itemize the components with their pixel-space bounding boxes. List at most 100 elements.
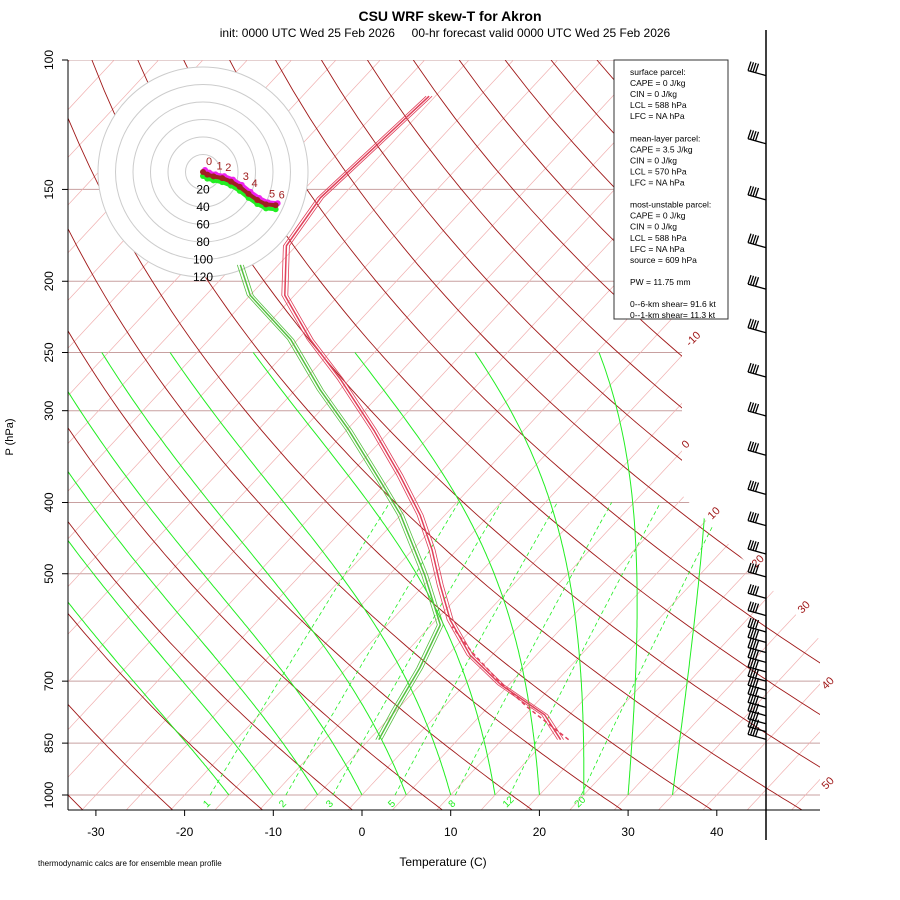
- mixing-ratio-line: [394, 502, 558, 796]
- wind-barb-flag: [747, 562, 752, 573]
- isotherm-line: [435, 60, 820, 810]
- wind-barb-flag: [749, 618, 755, 628]
- wind-barb-flag: [754, 364, 760, 375]
- mixing-ratio-line: [209, 502, 391, 796]
- wind-barb-flag: [747, 233, 752, 243]
- wind-barb-flag: [754, 541, 760, 552]
- x-tick-label: 10: [444, 825, 458, 839]
- wind-barb-flag: [752, 319, 757, 330]
- isotherm-line: [214, 60, 820, 810]
- isotherm-line: [68, 60, 647, 810]
- chart-subtitle: init: 0000 UTC Wed 25 Feb 2026 00-hr for…: [220, 26, 671, 40]
- hodograph-ring-label: 120: [193, 270, 213, 284]
- wind-barb-flag: [752, 187, 757, 197]
- wind-barb-flag: [754, 640, 760, 650]
- hodograph-point: [228, 178, 234, 185]
- wind-barb-flag: [752, 585, 757, 595]
- isotherm-line: [68, 60, 514, 810]
- hodograph-point: [204, 171, 211, 178]
- wind-barb-flag: [749, 402, 755, 412]
- dry-adiabat-line: [68, 60, 714, 810]
- wind-barb-flag: [754, 564, 760, 575]
- wind-barb-flag: [747, 185, 752, 196]
- dewpoint-ensemble-member: [236, 264, 438, 740]
- wind-barb-flag: [747, 717, 752, 727]
- wind-barb-flag: [754, 678, 760, 688]
- dry-adiabat-line: [91, 60, 804, 810]
- wind-barb-flag: [749, 602, 755, 612]
- stats-line: LFC = NA hPa: [630, 178, 685, 188]
- wind-barb-flag: [747, 701, 752, 711]
- hodograph-ring: [115, 84, 291, 260]
- y-tick-label: 100: [42, 50, 56, 70]
- x-axis-label: Temperature (C): [399, 855, 486, 869]
- dry-adiabat-line: [183, 60, 820, 810]
- wind-barb-flag: [747, 480, 752, 490]
- wind-barb-flag: [754, 695, 760, 705]
- wind-barb-flag: [752, 276, 757, 286]
- wind-barb-flag: [754, 686, 760, 697]
- wind-barb-flag: [754, 63, 760, 73]
- stats-line: source = 609 hPa: [630, 255, 697, 265]
- wind-barb-flag: [749, 540, 755, 550]
- wind-barb-flag: [749, 584, 755, 595]
- wind-barb-flag: [752, 619, 757, 629]
- wind-barb-flag: [749, 725, 755, 736]
- wind-barb-flag: [754, 482, 760, 492]
- moist-adiabat-line: [68, 352, 363, 796]
- isotherm-line: [125, 60, 820, 810]
- wind-barb-flag: [747, 675, 752, 686]
- wind-barb-flag: [747, 584, 752, 594]
- hodograph-point: [254, 197, 261, 203]
- isotherm-line: [68, 60, 425, 810]
- wind-barb-flag: [752, 564, 757, 574]
- wind-barb-flag: [747, 638, 752, 648]
- wind-barb-flag: [754, 277, 760, 287]
- y-tick-label: 200: [42, 271, 56, 291]
- wind-barb-flag: [752, 234, 757, 245]
- wind-barb-flag: [752, 512, 757, 523]
- isotherm-line: [68, 60, 381, 810]
- mixing-ratio-line: [509, 502, 661, 796]
- wind-barb-flag: [749, 667, 755, 678]
- mixing-ratio-label: 1: [201, 798, 213, 810]
- moist-adiabat-line: [598, 352, 638, 796]
- wind-barb-flag: [752, 649, 757, 659]
- isotherm-label: 10: [706, 505, 723, 522]
- wind-barb-flag: [747, 601, 752, 611]
- wind-barb-flag: [752, 541, 757, 551]
- stats-line: most-unstable parcel:: [630, 200, 711, 210]
- moist-adiabat-line: [354, 352, 540, 796]
- wind-barb-flag: [754, 619, 760, 630]
- wind-barb-flag: [747, 318, 752, 328]
- mixing-ratio-line: [332, 502, 502, 796]
- isotherm-line: [169, 60, 820, 810]
- hodograph-trace: [203, 168, 278, 206]
- chart-title: CSU WRF skew-T for Akron: [358, 8, 541, 24]
- isotherm-line: [68, 60, 603, 810]
- parcel-profile: [451, 626, 570, 741]
- temperature-ensemble-member: [281, 95, 558, 740]
- dry-adiabat-line: [68, 60, 534, 810]
- moist-adiabat-line: [101, 352, 407, 796]
- wind-barb-flag: [747, 129, 752, 139]
- wind-barb-flag: [747, 539, 752, 550]
- mixing-ratio-label: 3: [324, 798, 336, 810]
- dry-adiabat-line: [780, 60, 820, 810]
- wind-barb-flag: [749, 512, 755, 522]
- y-tick-label: 250: [42, 342, 56, 362]
- isotherm-label: 40: [820, 675, 837, 692]
- wind-barb-flag: [749, 130, 755, 140]
- wind-barb-flag: [749, 676, 755, 687]
- isotherm-line: [702, 60, 820, 810]
- hodograph-ring-label: 60: [196, 218, 210, 232]
- wind-barb-flag: [747, 617, 752, 628]
- wind-barb-flag: [747, 709, 752, 719]
- wind-barb-flag: [747, 666, 752, 677]
- hodograph-ring: [185, 154, 221, 190]
- wind-barb-flag: [752, 481, 757, 492]
- moist-adiabat-line: [68, 352, 230, 796]
- hodograph-ring: [150, 119, 256, 225]
- wind-barb-flag: [749, 658, 755, 668]
- wind-barb-flag: [747, 61, 752, 71]
